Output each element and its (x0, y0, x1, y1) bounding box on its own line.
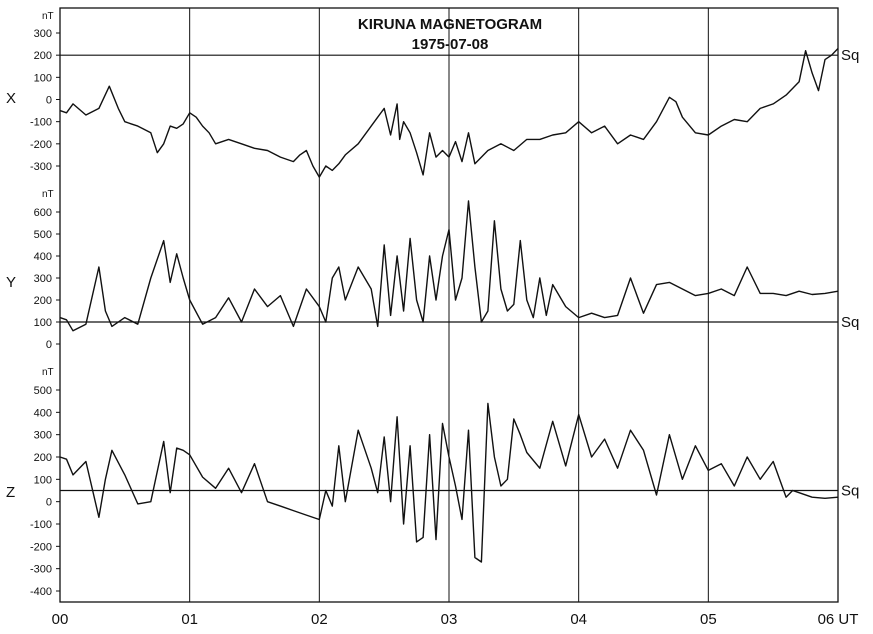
x-tick-label: 06 UT (818, 611, 859, 628)
y-tick-label: 400 (34, 251, 52, 263)
panel-z: nT Z 500 400 300 200 100 0 -100 -200 -300 -400 Sq (6, 367, 859, 598)
y-tick-label: -100 (30, 117, 52, 129)
x-tick-label: 03 (441, 611, 458, 628)
y-tick-label: 100 (34, 72, 52, 84)
y-tick-label: 500 (34, 229, 52, 241)
y-tick-label: 400 (34, 407, 52, 419)
unit-label: nT (42, 189, 54, 200)
x-tick-label: 00 (52, 611, 69, 628)
y-tick-label: 100 (34, 317, 52, 329)
y-tick-label: 300 (34, 430, 52, 442)
y-tick-label: 200 (34, 50, 52, 62)
y-tick-label: -200 (30, 139, 52, 151)
component-panels: nT X 300 200 100 0 -100 -200 -300 Sq nT Y 600 500 400 3… (6, 11, 859, 598)
chart-subtitle: 1975-07-08 (412, 36, 489, 53)
x-tick-label: 04 (570, 611, 587, 628)
y-tick-label: 200 (34, 295, 52, 307)
chart-title: KIRUNA MAGNETOGRAM (358, 16, 542, 33)
sq-label: Sq (841, 47, 859, 64)
y-tick-label: 0 (46, 95, 52, 107)
component-label: X (6, 90, 16, 107)
trace-z (59, 402, 839, 563)
y-tick-label: 500 (34, 385, 52, 397)
y-tick-label: 300 (34, 273, 52, 285)
y-tick-label: 200 (34, 452, 52, 464)
y-tick-label: 0 (46, 497, 52, 509)
sq-label: Sq (841, 483, 859, 500)
y-tick-label: -100 (30, 519, 52, 531)
x-tick-label: 01 (181, 611, 198, 628)
panel-y: nT Y 600 500 400 300 200 100 0 Sq (6, 189, 859, 351)
y-tick-label: -300 (30, 564, 52, 576)
x-tick-label: 02 (311, 611, 328, 628)
y-tick-label: 0 (46, 339, 52, 351)
x-tick-labels: 00 01 02 03 04 05 06 UT (52, 611, 859, 628)
trace-y (59, 200, 839, 332)
y-tick-label: 100 (34, 474, 52, 486)
y-tick-label: 600 (34, 207, 52, 219)
unit-label: nT (42, 11, 54, 22)
y-tick-label: -400 (30, 586, 52, 598)
y-tick-label: 300 (34, 28, 52, 40)
unit-label: nT (42, 367, 54, 378)
y-tick-label: -300 (30, 161, 52, 173)
y-tick-label: -200 (30, 541, 52, 553)
x-tick-label: 05 (700, 611, 717, 628)
component-label: Z (6, 484, 15, 501)
hour-gridlines (189, 8, 709, 602)
component-label: Y (6, 274, 16, 291)
panel-x: nT X 300 200 100 0 -100 -200 -300 Sq (6, 11, 859, 178)
sq-label: Sq (841, 314, 859, 331)
trace-x (59, 48, 839, 178)
